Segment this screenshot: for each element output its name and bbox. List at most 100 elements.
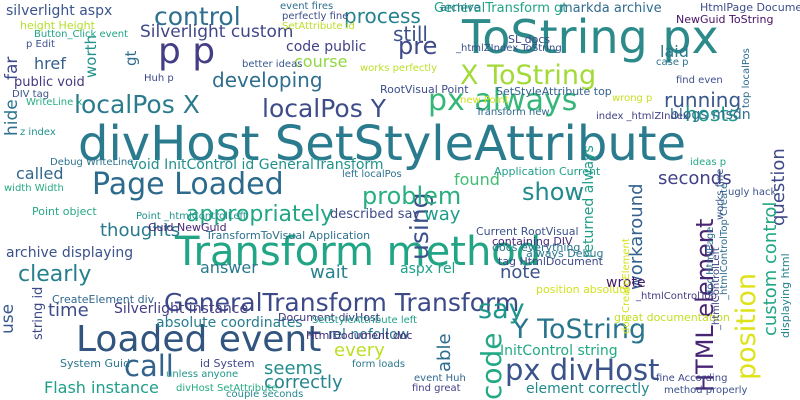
cloud-word: running (664, 88, 742, 112)
cloud-word: X ToString (460, 60, 597, 91)
cloud-word: displaying html (779, 253, 792, 338)
cloud-word: always Debug (526, 247, 604, 260)
cloud-word: ideas p (690, 157, 727, 168)
cloud-word: pre (398, 32, 438, 60)
cloud-word: id System (200, 357, 255, 370)
cloud-word: top localPos (741, 48, 752, 108)
cloud-word: Point object (32, 205, 97, 218)
cloud-word: InitControl string (500, 343, 618, 359)
cloud-word: form loads (352, 359, 406, 370)
cloud-word: p Edit (26, 39, 55, 50)
cloud-word: System Guid (60, 357, 131, 370)
cloud-word: index _htmlZIndex (596, 111, 689, 122)
cloud-word: localPos Y (262, 94, 386, 123)
cloud-word: described say (330, 207, 421, 222)
cloud-word: Loaded event (76, 319, 322, 360)
cloud-word: show (522, 178, 585, 206)
cloud-word: Flash instance (44, 378, 159, 397)
cloud-word: perfectly fine (282, 11, 349, 22)
cloud-word: better ideas (242, 59, 303, 70)
cloud-word: Document divHost (278, 311, 381, 324)
cloud-word: code public (286, 39, 367, 55)
cloud-word: SetStyleAttribute left (312, 315, 418, 326)
cloud-word: event fires (280, 1, 334, 12)
cloud-word: HtmlPage Document (700, 1, 800, 14)
cloud-word: element correctly (526, 381, 650, 397)
cloud-word: process (344, 4, 421, 28)
cloud-word: appropriately (186, 202, 334, 227)
cloud-word: archive displaying (6, 245, 134, 261)
cloud-word: ugly hack (728, 187, 777, 198)
cloud-word: worth (82, 34, 100, 78)
cloud-word: great documentation (614, 311, 730, 324)
cloud-word: RootVisual Point (380, 83, 469, 96)
cloud-word: correctly (264, 372, 343, 393)
cloud-word: Transform method (175, 229, 542, 275)
cloud-word: divHost SetAttribute (176, 383, 278, 394)
cloud-word: way (424, 204, 461, 225)
cloud-word: call (124, 349, 174, 383)
cloud-word: clearly (18, 262, 92, 287)
cloud-word: aspx rel (400, 261, 456, 277)
cloud-word: GeneralTransform gt (434, 1, 568, 16)
cloud-word: NewGuid ToString (676, 13, 774, 26)
cloud-word: problem (362, 182, 462, 210)
cloud-word: absolute coordinates (156, 315, 303, 331)
cloud-word: Current RootVisual (476, 225, 579, 238)
cloud-word: SetAttribute id (282, 21, 355, 32)
cloud-word: every (334, 340, 385, 361)
cloud-word: Silverlight custom (140, 22, 294, 42)
cloud-word: archive (440, 1, 481, 14)
cloud-word: method properly (664, 385, 748, 396)
cloud-word: doc CreateElement (621, 238, 632, 334)
cloud-word: use (0, 303, 18, 334)
cloud-word: Guid NewGuid (148, 221, 227, 234)
cloud-word: seconds (658, 168, 732, 189)
cloud-word: Application Current (494, 165, 601, 178)
cloud-word: course (294, 52, 348, 71)
cloud-word: px always (428, 83, 578, 118)
cloud-word: gt (122, 50, 140, 66)
cloud-word: SetStyleAttribute top (496, 85, 612, 98)
cloud-word: markda archive (560, 1, 662, 16)
cloud-word: ToString px (462, 10, 719, 64)
cloud-word: void InitControl id GeneralTransform (130, 157, 384, 173)
cloud-word: left localPos (342, 169, 402, 180)
cloud-word: WriteLine x (26, 97, 83, 108)
cloud-word: Silverlight instance (114, 301, 249, 317)
cloud-word: divHost SetStyleAttribute (78, 116, 687, 172)
cloud-word: Transform new (476, 107, 550, 118)
cloud-word: answer (200, 258, 258, 277)
cloud-word: couple seconds (226, 389, 304, 400)
cloud-word: _htmlControlTop (636, 291, 717, 302)
cloud-word: found (454, 170, 500, 189)
cloud-word: width Width (4, 183, 64, 194)
cloud-word: thoughts (100, 220, 181, 241)
cloud-word: fine According (656, 373, 728, 384)
cloud-word: _htmlZIndex ToString (456, 43, 562, 54)
cloud-word: Y ToString (512, 314, 647, 345)
cloud-word: custom control (760, 201, 781, 336)
cloud-word: p p (158, 31, 216, 72)
cloud-word: containing DIV (492, 235, 573, 248)
cloud-word: hosts (685, 102, 739, 126)
cloud-word: seems (264, 358, 323, 379)
cloud-word: SL docs (508, 33, 551, 46)
cloud-word: find even (676, 75, 723, 86)
cloud-word: tag HtmlDocument (498, 255, 603, 268)
cloud-word: called (16, 164, 64, 183)
cloud-word: still (393, 22, 428, 46)
cloud-word: event Huh (414, 373, 466, 384)
cloud-word: CreateElement div (52, 293, 155, 306)
cloud-word: public void (14, 75, 85, 90)
cloud-word: localPos X (74, 90, 200, 119)
cloud-word: HtmlDocument doc (306, 329, 413, 342)
cloud-word: GeneralTransform Transform (164, 288, 520, 317)
cloud-word: works fine (715, 168, 726, 220)
cloud-word: time (48, 300, 89, 321)
cloud-word: unless anyone (166, 369, 239, 380)
cloud-word: case p (656, 57, 689, 68)
cloud-word: DIV tag (12, 89, 50, 100)
cloud-word: wrong p (612, 93, 653, 104)
